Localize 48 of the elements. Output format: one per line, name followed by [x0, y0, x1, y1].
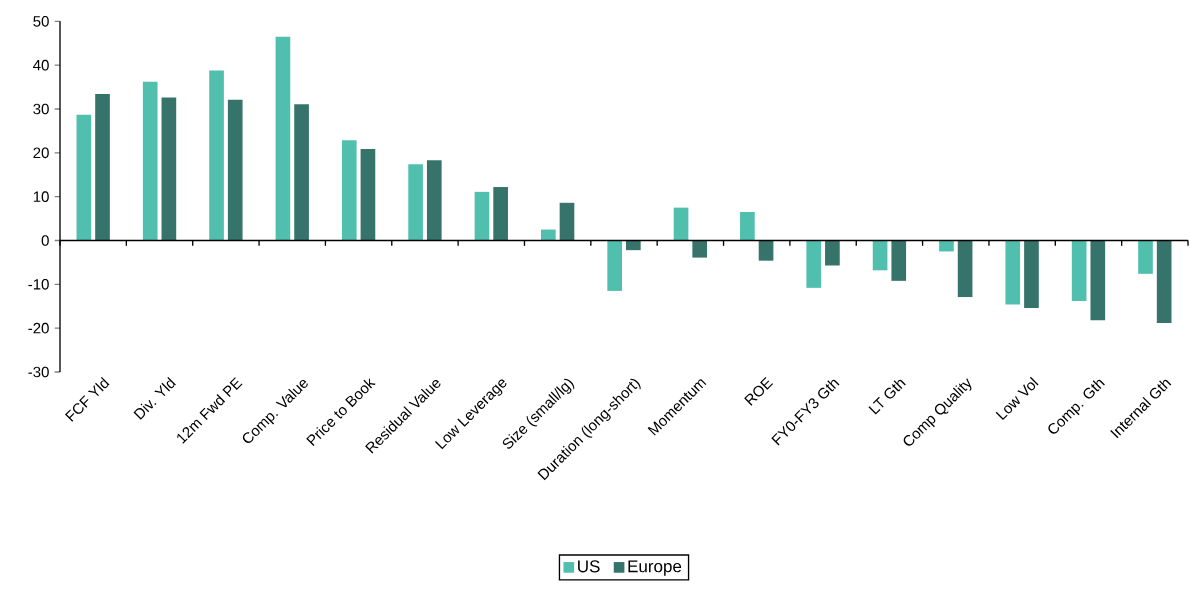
bar	[1138, 240, 1153, 274]
bar	[891, 240, 907, 281]
y-tick-label: -20	[28, 322, 49, 334]
bar	[1156, 240, 1172, 323]
bar	[692, 240, 708, 258]
bar	[939, 240, 954, 252]
bar	[1024, 240, 1039, 309]
bar	[341, 140, 357, 241]
bar	[673, 207, 689, 241]
bar	[474, 191, 490, 241]
legend-label: US	[578, 560, 600, 573]
bar	[1090, 240, 1106, 321]
bar	[209, 70, 224, 241]
bar	[806, 240, 822, 288]
bar	[294, 104, 309, 241]
bar	[626, 240, 641, 251]
bar	[607, 240, 623, 291]
y-tick-label: -10	[28, 279, 49, 290]
legend-label: Europe	[628, 560, 682, 576]
bar	[227, 99, 243, 241]
y-tick-label: 20	[33, 147, 49, 159]
bar	[426, 160, 442, 241]
bar	[360, 148, 376, 241]
bar	[408, 164, 423, 241]
bar	[493, 187, 508, 241]
bar	[559, 202, 575, 241]
y-tick-label: -30	[28, 366, 49, 378]
y-tick-label: 30	[33, 103, 49, 115]
x-tick-label: Low Vol	[995, 376, 1039, 421]
y-tick-label: 50	[33, 16, 49, 27]
bar	[540, 229, 556, 241]
bar	[872, 240, 888, 271]
bar	[275, 36, 291, 241]
y-tick-label: 40	[33, 59, 49, 71]
bar	[95, 94, 110, 241]
bar	[1005, 240, 1021, 305]
y-tick-label: 10	[33, 191, 49, 202]
bar	[76, 114, 92, 241]
bar	[957, 240, 973, 298]
bar	[142, 81, 158, 241]
bar	[740, 212, 755, 241]
x-tick-label: LT Gth	[868, 379, 906, 415]
bar	[161, 97, 177, 241]
bar	[758, 240, 774, 261]
y-tick-label: 0	[41, 235, 49, 246]
x-tick-label: Div. Yld	[133, 376, 176, 420]
bar	[825, 240, 840, 266]
bar	[1071, 240, 1087, 301]
